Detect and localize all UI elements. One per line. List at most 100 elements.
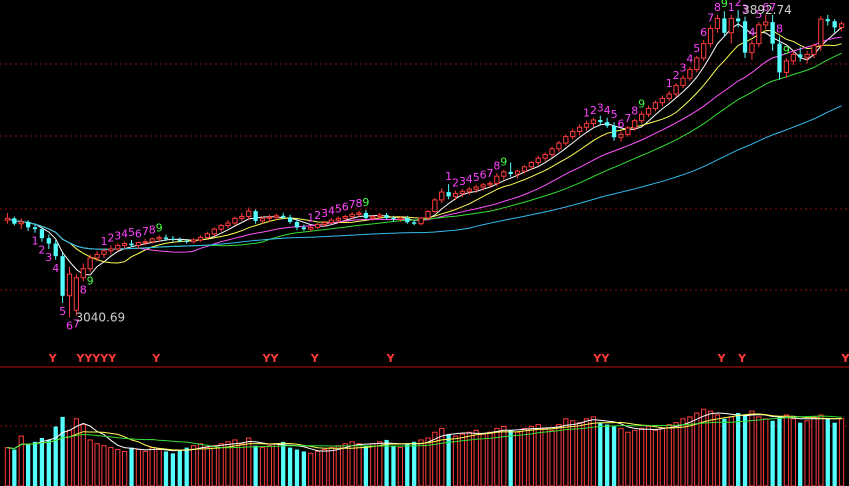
candle-body (46, 238, 51, 244)
candle-body (501, 171, 507, 177)
candle-body (315, 223, 321, 228)
moving-average-lines (7, 23, 842, 276)
candle-body (225, 222, 231, 227)
candle-body (728, 17, 734, 34)
volume-bar (838, 418, 845, 486)
sequence-count-label: 7 (349, 198, 356, 211)
candle-body (232, 217, 238, 224)
volume-bar (253, 445, 258, 486)
sequence-count-label: 3 (597, 102, 604, 115)
candle-body (370, 216, 376, 219)
candle-body (425, 210, 431, 219)
sequence-count-label: 1 (583, 107, 590, 120)
sequence-count-label: 7 (769, 1, 776, 14)
candle-body (707, 27, 714, 45)
sequence-count-label: 6 (342, 201, 349, 214)
candle-body (618, 133, 624, 138)
candle-body (598, 119, 603, 123)
volume-bar (129, 447, 134, 486)
signal-marker: Y (386, 352, 396, 365)
sequence-count-label: 7 (707, 12, 714, 25)
candle-body (563, 136, 569, 144)
volume-bar (184, 447, 189, 486)
signal-marker: Y (151, 352, 161, 365)
candle-body (770, 22, 775, 44)
volume-bar (391, 445, 396, 486)
sequence-count-label: 2 (314, 209, 321, 222)
volume-bar (397, 447, 404, 486)
volume-bar (722, 418, 727, 486)
sequence-count-label: 4 (52, 262, 59, 275)
candle-body (18, 221, 24, 225)
candle-body (328, 219, 335, 224)
volume-bar (639, 427, 645, 486)
volume-bar (18, 435, 24, 486)
volume-bar (514, 431, 521, 486)
volume-bar (356, 443, 362, 486)
volume-bar (101, 445, 107, 486)
volume-bar (687, 416, 693, 486)
volume-bar (736, 413, 741, 486)
candle-body (259, 217, 266, 222)
candle-body (32, 227, 38, 230)
signal-marker: YY (841, 352, 849, 365)
candle-body (349, 213, 355, 218)
signal-row: YYYYYYYYYYYYYYYYYYYY (48, 352, 849, 365)
volume-bar (412, 441, 417, 486)
volume-bar (611, 426, 617, 486)
candle-body (570, 131, 576, 138)
candle-body (459, 190, 466, 194)
volume-bar (570, 420, 576, 486)
sequence-count-label: 9 (87, 274, 94, 287)
candle-body (687, 69, 693, 79)
volume-bar (542, 427, 548, 486)
signal-marker: Y (841, 352, 849, 365)
sequence-count-label: 3 (742, 3, 749, 16)
candle-body (749, 43, 755, 54)
candle-body (659, 97, 665, 104)
volume-bar (618, 427, 624, 486)
volume-bar (576, 422, 583, 486)
candle-body (549, 148, 555, 156)
volume-bar (694, 412, 700, 486)
candle-body (605, 122, 610, 126)
candle-body (246, 210, 252, 218)
volume-bar (405, 443, 410, 486)
volume-bar (632, 429, 638, 486)
sequence-count-label: 8 (80, 283, 87, 296)
candle-body (576, 126, 583, 133)
candle-body (535, 157, 541, 163)
candle-body (756, 24, 762, 45)
candle-body (342, 216, 348, 219)
sequence-count-label: 7 (142, 225, 149, 238)
candle-body (714, 17, 721, 29)
volume-bar (763, 418, 769, 486)
candle-body (363, 212, 369, 218)
volume-bar (521, 427, 528, 486)
candle-body (432, 199, 438, 212)
candle-body (804, 53, 810, 58)
candle-body (412, 222, 417, 224)
candle-body (645, 107, 652, 115)
candle-body (763, 21, 769, 26)
candle-body (521, 166, 528, 172)
volume-bar (4, 447, 11, 486)
sequence-count-label: 9 (638, 97, 645, 110)
volume-bar (266, 445, 273, 486)
signal-marker: Y (841, 352, 849, 365)
candle-body (818, 18, 824, 46)
candle-body (798, 54, 803, 58)
signal-marker: Y (310, 352, 320, 365)
candle-body (405, 217, 410, 223)
volume-bar (273, 443, 279, 486)
volume-bar (777, 416, 782, 486)
candle-body (508, 171, 513, 175)
sequence-count-label: 8 (714, 1, 721, 14)
candle-body (473, 186, 479, 190)
ma20-line (7, 36, 842, 253)
volume-bar (25, 443, 31, 486)
sequence-count-label: 6 (700, 26, 707, 39)
